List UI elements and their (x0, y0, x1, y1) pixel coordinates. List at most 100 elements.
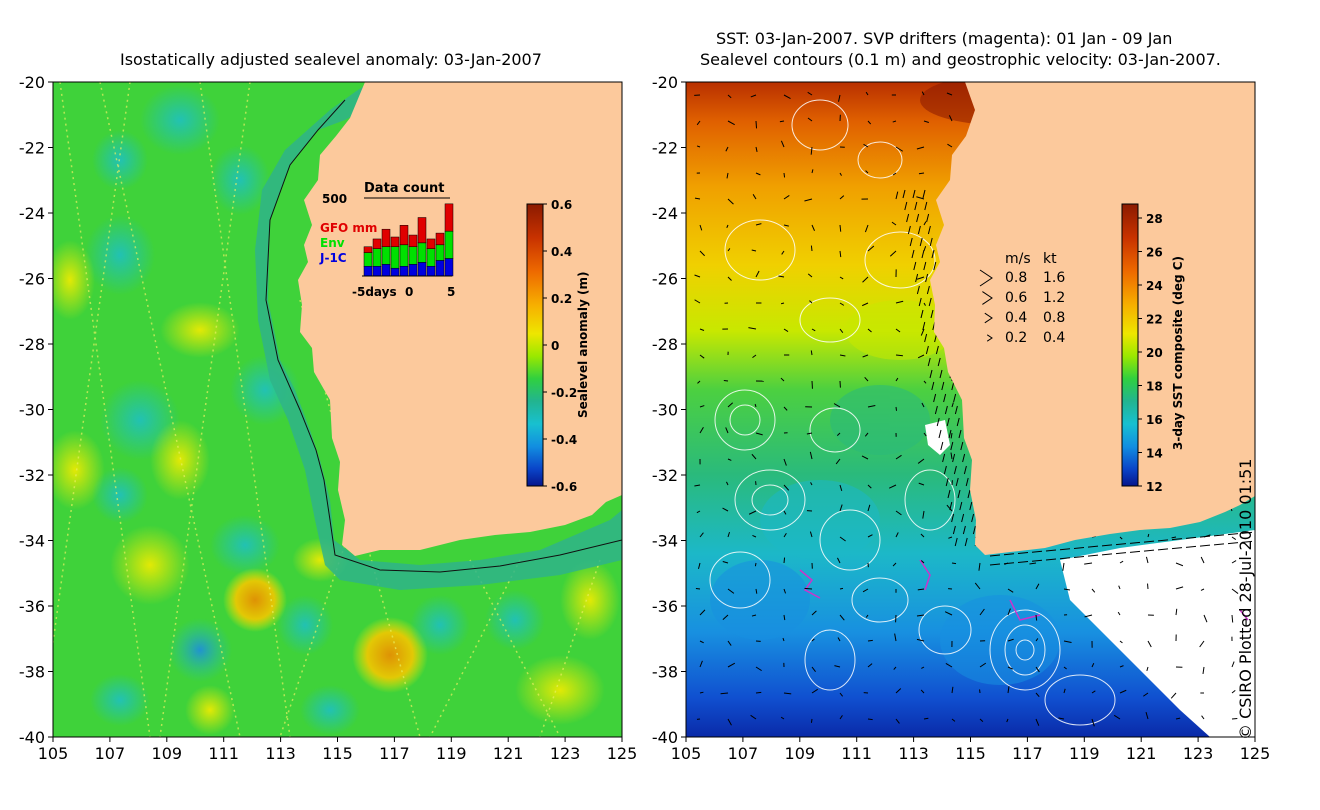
velocity-vector (1084, 614, 1093, 618)
velocity-legend-ms: 0.8 (1005, 270, 1027, 286)
velocity-vector (727, 198, 734, 205)
velocity-vector (1146, 666, 1149, 672)
velocity-vector (755, 432, 763, 436)
velocity-vector (943, 465, 947, 475)
left-colorbar-tick-label: 0.4 (551, 245, 572, 259)
velocity-vector (804, 198, 813, 202)
velocity-vector (754, 403, 757, 408)
velocity-vector (1231, 717, 1238, 720)
right-map-axes: 105 107 109 111 113 115 117 119 121 123 125 -20 -22 -… (652, 73, 1270, 763)
velocity-vector (751, 453, 757, 460)
inset-bar-j1c (372, 266, 382, 277)
right-colorbar-tick-label: 24 (1146, 279, 1163, 293)
left-y-tick-label: -34 (19, 532, 45, 551)
left-x-tick-label: 125 (607, 744, 638, 763)
velocity-vector (1143, 549, 1155, 552)
velocity-vector (783, 532, 787, 538)
velocity-vector (950, 441, 954, 451)
right-x-tick-label: 119 (1069, 744, 1100, 763)
velocity-vector (895, 688, 902, 694)
velocity-vector (1157, 539, 1169, 542)
velocity-vector (1227, 542, 1239, 545)
velocity-vector (782, 637, 785, 642)
left-x-tick-label: 119 (436, 744, 467, 763)
left-x-tick-label: 105 (38, 744, 69, 763)
velocity-vector (941, 381, 945, 391)
velocity-vector (783, 458, 787, 466)
velocity-vector (783, 692, 792, 695)
velocity-vector (752, 194, 757, 200)
velocity-vector (862, 276, 869, 283)
inset-bar-env (363, 252, 373, 267)
velocity-vector (989, 563, 1001, 566)
velocity-vector (921, 666, 925, 669)
velocity-vector (1119, 536, 1123, 540)
velocity-vector (918, 482, 925, 486)
velocity-vector (727, 640, 732, 646)
velocity-vector (939, 369, 943, 379)
velocity-vector (1129, 550, 1141, 553)
velocity-vector (1045, 549, 1057, 552)
velocity-vector (781, 250, 785, 255)
left-x-tick-label: 113 (265, 744, 296, 763)
velocity-vector (920, 533, 925, 538)
velocity-vector (863, 143, 869, 148)
left-y-tick-label: -20 (19, 73, 45, 92)
velocity-vector (864, 376, 869, 382)
velocity-vector (839, 715, 843, 720)
velocity-vector (928, 297, 932, 307)
velocity-vector (893, 666, 897, 670)
velocity-vector (1171, 536, 1177, 539)
right-x-tick-label: 115 (955, 744, 986, 763)
velocity-vector (751, 614, 757, 617)
velocity-legend-rows: 0.8 1.6 0.6 1.2 0.4 0.8 0.2 0.4 (979, 269, 1065, 346)
velocity-vector (783, 224, 789, 227)
velocity-vector (960, 441, 964, 451)
velocity-vector (979, 662, 987, 668)
velocity-vector (861, 455, 869, 460)
velocity-vector (1007, 686, 1010, 694)
velocity-vector (951, 686, 954, 694)
velocity-vector (895, 718, 900, 724)
right-y-tick-label: -30 (652, 401, 678, 420)
velocity-vector (699, 224, 703, 231)
sealevel-anomaly-blobs (53, 85, 620, 735)
velocity-vector (810, 350, 813, 356)
velocity-vector (951, 381, 955, 391)
velocity-vector (959, 501, 963, 511)
velocity-vector (811, 328, 816, 332)
inset-bar-env (381, 246, 391, 265)
velocity-vector (889, 250, 897, 257)
velocity-vector (1035, 666, 1040, 673)
inset-bar-env (444, 230, 454, 259)
velocity-vector (1007, 638, 1014, 642)
velocity-vector (933, 393, 937, 403)
velocity-vector (1199, 535, 1211, 538)
left-y-tick-label: -30 (19, 401, 45, 420)
velocity-vector (923, 120, 929, 123)
inset-legend-label: J-1C (319, 251, 347, 265)
left-colorbar-tick-label: -0.6 (551, 480, 577, 494)
velocity-vector (917, 458, 925, 464)
velocity-vector (807, 273, 813, 278)
velocity-vector (944, 405, 948, 415)
velocity-vector (1063, 688, 1066, 694)
velocity-vector (950, 432, 953, 439)
left-map-plot (53, 82, 622, 737)
velocity-vector (837, 557, 841, 564)
velocity-vector (696, 120, 701, 126)
inset-title: Data count (364, 181, 444, 196)
inset-bar-j1c (408, 264, 418, 277)
inset-bars (363, 203, 454, 277)
inset-xlabel-start: -5days (352, 285, 397, 299)
left-y-tick-label: -28 (19, 335, 45, 354)
velocity-vector (1035, 638, 1039, 642)
velocity-vector (965, 477, 969, 487)
velocity-vector (755, 223, 762, 226)
velocity-vector (811, 224, 815, 231)
velocity-vector (811, 688, 818, 694)
right-x-tick-label: 117 (1012, 744, 1043, 763)
velocity-vector (696, 510, 701, 514)
velocity-legend-arrow (982, 291, 993, 305)
inset-bar-gfo (372, 238, 382, 249)
